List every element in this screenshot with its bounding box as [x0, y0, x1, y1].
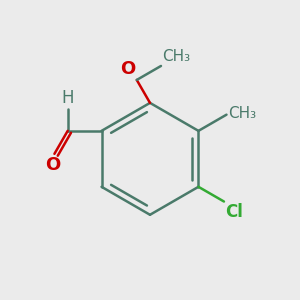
Text: Cl: Cl — [225, 203, 243, 221]
Text: O: O — [120, 61, 135, 79]
Text: CH₃: CH₃ — [162, 50, 190, 64]
Text: CH₃: CH₃ — [228, 106, 256, 121]
Text: O: O — [45, 156, 61, 174]
Text: H: H — [61, 89, 74, 107]
